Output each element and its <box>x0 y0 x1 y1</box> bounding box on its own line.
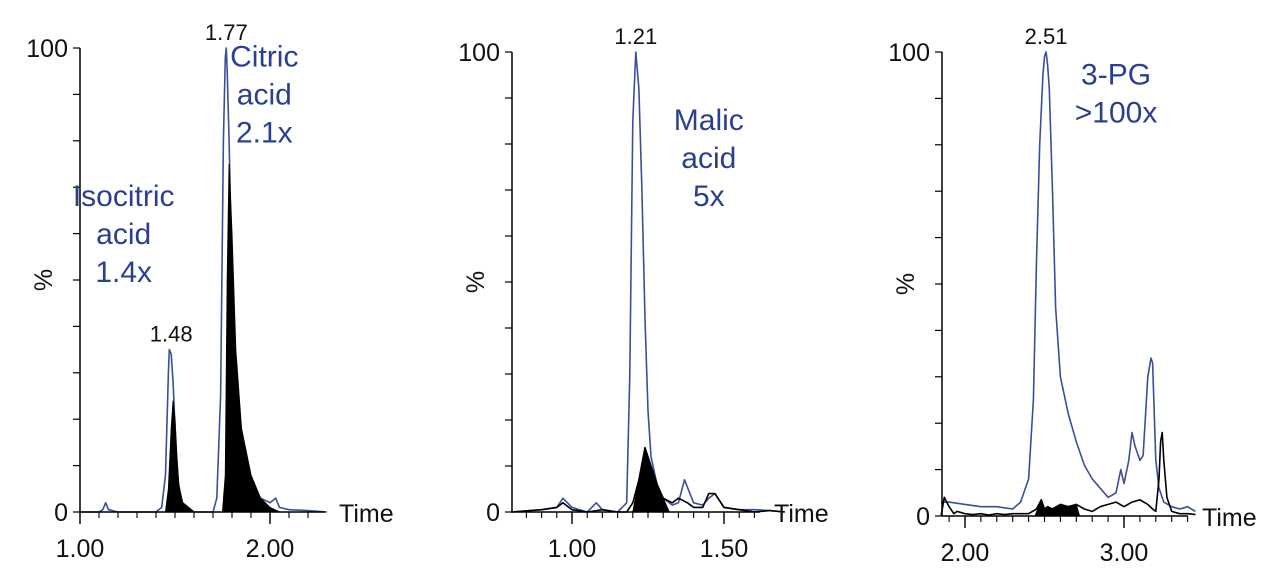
y-tick-label: 100 <box>888 39 930 67</box>
compound-annotation: acid <box>681 142 736 175</box>
compound-annotation: acid <box>237 79 292 112</box>
y-axis-label: % <box>462 271 490 293</box>
series-filled-peak <box>164 163 280 513</box>
chart-panel-2: 0 100 1.00 1.50 Time% 1.21 Malic acid 5x <box>458 24 828 563</box>
compound-annotation: >100x <box>1075 96 1158 129</box>
compound-annotation: 5x <box>693 180 725 213</box>
compound-annotation: 1.4x <box>95 256 152 289</box>
y-axis-label: % <box>892 273 920 295</box>
compound-annotation: 2.1x <box>236 117 293 150</box>
peak-label: 2.51 <box>1025 24 1068 49</box>
chart-panel-1: 0 100 1.00 2.00 Time% 1.48 1.77 Isocitric acid 1.… <box>26 20 393 563</box>
x-tick-label: 2.00 <box>941 539 990 567</box>
x-axis-label: Time <box>1202 504 1257 532</box>
x-tick-label: 1.50 <box>700 535 749 563</box>
compound-annotation: acid <box>96 218 151 251</box>
y-tick-label: 0 <box>916 503 930 531</box>
chart-panel-3: 0 100 2.00 3.00 Time% 2.51 3-PG >100x <box>888 24 1256 567</box>
y-tick-label: 100 <box>458 39 500 67</box>
x-tick-label: 3.00 <box>1100 539 1149 567</box>
series-trace-blue <box>941 51 1196 513</box>
y-axis-label: % <box>30 269 58 291</box>
y-tick-label: 100 <box>26 35 68 63</box>
compound-annotation: Malic <box>674 104 744 137</box>
x-axis-label: Time <box>339 500 394 528</box>
compound-annotation: 3-PG <box>1081 58 1151 91</box>
x-axis-label: Time <box>774 500 829 528</box>
x-tick-label: 2.00 <box>246 535 295 563</box>
compound-annotation: Citric <box>230 41 298 74</box>
peak-label: 1.21 <box>614 24 657 49</box>
y-tick-label: 0 <box>486 499 500 527</box>
series-filled-peak <box>632 447 671 513</box>
compound-annotation: Isocitric <box>73 180 175 213</box>
peak-label: 1.77 <box>205 20 248 45</box>
x-tick-label: 1.00 <box>548 535 597 563</box>
y-tick-label: 0 <box>54 499 68 527</box>
x-tick-label: 1.00 <box>56 535 105 563</box>
series-filled-peak <box>1034 498 1081 517</box>
peak-label: 1.48 <box>150 322 193 347</box>
